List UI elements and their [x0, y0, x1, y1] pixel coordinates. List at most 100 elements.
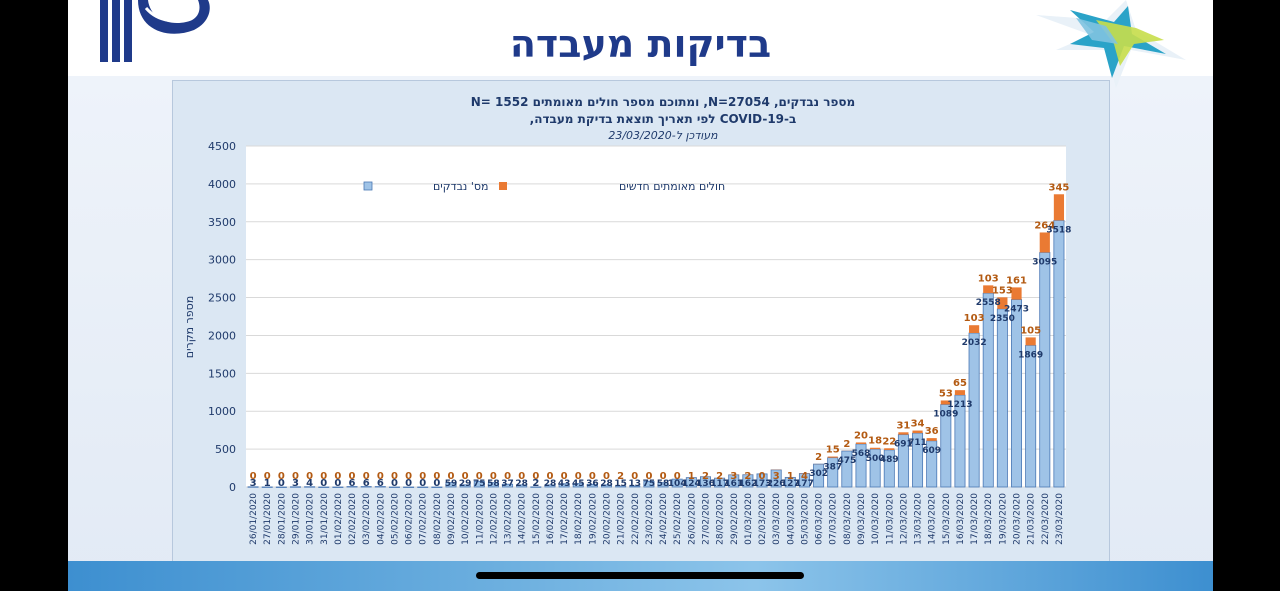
- bar-confirmed: [997, 297, 1008, 309]
- bar-tested: [798, 473, 810, 488]
- x-tick-label: 10/03/2020: [871, 493, 881, 545]
- data-label-confirmed: 0: [575, 471, 582, 482]
- bar-tested: [417, 486, 429, 488]
- y-tick-label: 1500: [208, 367, 236, 380]
- x-tick-label: 22/02/2020: [631, 493, 641, 545]
- data-label-confirmed: 345: [1048, 182, 1069, 193]
- data-label-confirmed: 153: [992, 285, 1013, 296]
- bar-tested: [756, 473, 768, 488]
- ministry-of-health-logo: [100, 0, 210, 62]
- x-tick-label: 18/02/2020: [574, 493, 584, 545]
- data-label-tested: 75: [473, 479, 486, 489]
- y-tick-label: 1000: [208, 405, 236, 418]
- data-label-tested: 0: [320, 478, 327, 489]
- plot-area: [246, 146, 1066, 487]
- data-label-confirmed: 22: [882, 436, 896, 447]
- bar-confirmed: [898, 432, 909, 435]
- x-tick-label: 29/01/2020: [291, 493, 301, 545]
- x-tick-label: 17/02/2020: [560, 493, 570, 545]
- left-border: [0, 0, 68, 591]
- data-label-tested: 177: [795, 479, 814, 489]
- data-label-confirmed: 0: [334, 471, 341, 482]
- bar-tested: [982, 292, 994, 488]
- data-label-tested: 1869: [1018, 350, 1043, 360]
- data-label-confirmed: 0: [363, 471, 370, 482]
- bar-tested: [643, 480, 655, 488]
- data-label-confirmed: 0: [660, 471, 667, 482]
- bar-confirmed: [926, 438, 937, 441]
- data-label-tested: 0: [405, 478, 412, 489]
- data-label-confirmed: 0: [603, 471, 610, 482]
- bar-tested: [275, 486, 287, 488]
- data-label-confirmed: 0: [278, 471, 285, 482]
- data-label-confirmed: 31: [896, 420, 910, 431]
- data-label-tested: 0: [419, 478, 426, 489]
- data-label-tested: 2: [532, 478, 539, 489]
- bar-tested: [403, 486, 415, 488]
- data-label-tested: 161: [724, 479, 743, 489]
- data-label-confirmed: 2: [702, 471, 709, 482]
- data-label-confirmed: 0: [292, 471, 299, 482]
- bar-chart: מספר נבדקים, N=27054, ומתוכם מספר חולים …: [183, 95, 1071, 580]
- x-tick-label: 14/02/2020: [518, 493, 528, 545]
- bar-tested: [318, 486, 330, 488]
- x-tick-label: 17/03/2020: [970, 493, 980, 545]
- bar-tested: [1025, 344, 1037, 488]
- x-tick-label: 07/02/2020: [419, 493, 429, 545]
- legend-label-confirmed: חולים מאומתים חדשים: [619, 180, 725, 193]
- data-label-tested: 568: [852, 449, 871, 459]
- data-label-tested: 36: [586, 479, 599, 489]
- chart-panel: מספר נבדקים, N=27054, ומתוכם מספר חולים …: [172, 80, 1110, 591]
- data-label-tested: 6: [377, 478, 384, 489]
- data-label-confirmed: 264: [1034, 220, 1055, 231]
- x-tick-label: 12/03/2020: [899, 493, 909, 545]
- data-label-tested: 58: [487, 479, 500, 489]
- x-tick-label: 25/02/2020: [673, 493, 683, 545]
- x-tick-label: 27/02/2020: [701, 493, 711, 545]
- bar-confirmed: [1025, 337, 1036, 346]
- home-indicator[interactable]: [476, 572, 804, 579]
- data-label-confirmed: 0: [264, 471, 271, 482]
- x-tick-label: 13/03/2020: [914, 493, 924, 545]
- x-tick-label: 26/02/2020: [687, 493, 697, 545]
- data-label-confirmed: 0: [674, 471, 681, 482]
- bar-tested: [332, 486, 344, 488]
- x-tick-label: 28/01/2020: [277, 493, 287, 545]
- x-tick-label: 01/03/2020: [744, 493, 754, 545]
- data-label-tested: 609: [922, 446, 941, 456]
- bar-tested: [261, 486, 273, 488]
- chart-title-line-2: ב-COVID-19 לפי תאריך תוצאת בדיקת מעבדה,: [530, 112, 797, 126]
- x-tick-label: 21/02/2020: [617, 493, 627, 545]
- data-label-confirmed: 0: [250, 471, 257, 482]
- data-label-tested: 691: [894, 440, 913, 450]
- data-label-tested: 15: [614, 479, 627, 489]
- x-ticks: 26/01/2020 27/01/2020 28/01/2020 29/01/2020…: [249, 493, 1065, 545]
- bar-tested: [586, 483, 598, 488]
- x-tick-label: 19/02/2020: [588, 493, 598, 545]
- x-tick-label: 06/03/2020: [815, 493, 825, 545]
- legend: מס' נבדקים חולים מאומתים חדשים: [363, 180, 725, 193]
- x-tick-label: 28/02/2020: [716, 493, 726, 545]
- data-label-tested: 104: [668, 479, 687, 489]
- x-tick-label: 22/03/2020: [1041, 493, 1051, 545]
- x-tick-label: 13/02/2020: [504, 493, 514, 545]
- x-tick-label: 01/02/2020: [334, 493, 344, 545]
- bar-tested: [388, 486, 400, 488]
- legend-swatch-confirmed: [499, 182, 507, 190]
- bar-tested: [629, 485, 641, 488]
- data-label-tested: 226: [767, 479, 786, 489]
- data-label-confirmed: 161: [1006, 275, 1027, 286]
- data-label-tested: 58: [657, 479, 670, 489]
- bar-confirmed: [1011, 287, 1022, 300]
- y-tick-label: 2500: [208, 292, 236, 305]
- x-tick-label: 23/02/2020: [645, 493, 655, 545]
- bar-confirmed: [983, 285, 994, 294]
- data-label-tested: 3095: [1032, 257, 1057, 267]
- data-label-confirmed: 0: [377, 471, 384, 482]
- data-label-confirmed: 103: [978, 273, 999, 284]
- x-tick-label: 20/02/2020: [603, 493, 613, 545]
- data-label-confirmed: 0: [306, 471, 313, 482]
- data-label-confirmed: 18: [868, 436, 882, 447]
- x-tick-label: 21/03/2020: [1027, 493, 1037, 545]
- data-label-confirmed: 0: [759, 471, 766, 482]
